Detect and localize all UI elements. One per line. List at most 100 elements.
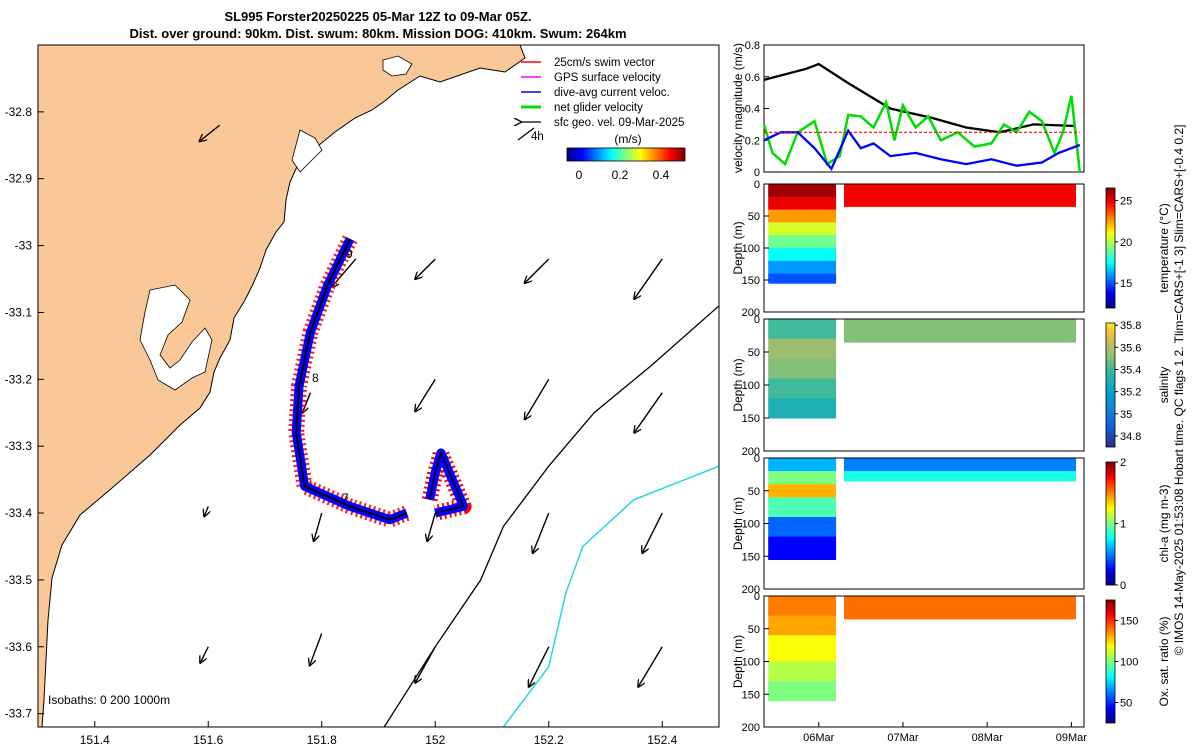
section-cell <box>776 222 786 236</box>
geo-vector-arrow <box>634 392 663 433</box>
section-cell <box>810 358 820 379</box>
section-cell <box>768 661 778 682</box>
section-cell <box>785 458 794 472</box>
velocity-series-glider-speed <box>763 62 1076 134</box>
section-cell <box>801 398 811 419</box>
section-cell <box>818 235 828 249</box>
section-cell <box>776 398 786 419</box>
section-cell <box>827 196 837 211</box>
colorbar-tick-label: 20 <box>1120 237 1132 249</box>
section-cell <box>785 615 794 636</box>
section-cell <box>793 196 803 211</box>
colorbar-tick-label: 100 <box>1120 657 1138 669</box>
velocity-y-axis: 0 0.2 0.4 0.6 0.8 <box>745 40 769 179</box>
section-cell <box>785 536 794 560</box>
section-cell <box>776 184 786 198</box>
section-cell <box>827 319 837 340</box>
section-cell <box>801 222 811 236</box>
section-y-tick-label: 200 <box>742 307 760 319</box>
section-cell <box>818 273 828 284</box>
section-cell <box>776 497 786 518</box>
velocity-series <box>762 62 1082 173</box>
section-y-tick-label: 200 <box>742 722 760 734</box>
colorbar-tick-label: 150 <box>1120 616 1138 628</box>
section-cell <box>930 184 961 207</box>
section-cell <box>901 184 932 207</box>
section-cell <box>810 635 820 662</box>
section-cell <box>810 398 820 419</box>
velocity-y-tick-label: 0.4 <box>745 104 760 116</box>
map-panel: 9 8 7 151.4 151.6 151.8 152 152.2 152.4 -32.8… <box>5 44 720 747</box>
section-cell <box>827 681 837 702</box>
section-cell <box>793 536 803 560</box>
section-cell <box>801 635 811 662</box>
section-cell <box>785 661 794 682</box>
velocity-y-tick-label: 0 <box>754 167 760 179</box>
section-cell <box>1046 471 1076 482</box>
section-cell <box>818 615 828 636</box>
section-colorbar <box>1105 599 1116 724</box>
section-cell <box>818 248 828 262</box>
map-y-tick-label: -33.1 <box>5 305 33 319</box>
section-cell <box>818 378 828 399</box>
section-cell <box>776 596 786 617</box>
section-cell <box>793 471 803 485</box>
section-cell <box>801 615 811 636</box>
section-y-tick-label: 100 <box>742 657 760 669</box>
section-cell <box>818 471 828 485</box>
section-colorbar <box>1105 187 1116 309</box>
section-clabel: salinity <box>1157 367 1171 404</box>
section-y-tick-label: 150 <box>742 551 760 563</box>
section-cell <box>827 248 837 262</box>
section-cell <box>768 471 778 485</box>
section-cell <box>827 235 837 249</box>
estuary <box>291 129 323 173</box>
geo-vector-arrow <box>638 646 663 687</box>
section-cell <box>793 596 803 617</box>
section-cell <box>785 184 794 198</box>
colorbar-tick-2: 0.4 <box>653 168 670 182</box>
section-cell <box>801 596 811 617</box>
section-y-tick-label: 0 <box>754 453 760 465</box>
map-x-tick-label: 151.4 <box>80 733 110 747</box>
section-cell <box>827 209 837 223</box>
section-y-tick-label: 0 <box>754 591 760 603</box>
geo-vector-arrow <box>525 378 550 419</box>
map-y-tick-label: -33.2 <box>5 372 33 386</box>
section-cell <box>827 378 837 399</box>
geo-vectors <box>200 124 663 687</box>
geo-vector-arrow <box>529 646 550 687</box>
section-cell <box>793 222 803 236</box>
section-cell <box>959 458 990 472</box>
section-cell <box>810 235 820 249</box>
section-x-tick-label: 07Mar <box>887 732 919 744</box>
section-cell <box>810 222 820 236</box>
section-cell <box>776 458 786 472</box>
section-cell <box>793 517 803 538</box>
section-cell <box>959 184 990 207</box>
section-cell <box>827 398 837 419</box>
colorbar-tick-label: 34.8 <box>1120 431 1141 443</box>
section-cell <box>776 319 786 340</box>
section-cell <box>827 260 837 275</box>
section-cell <box>827 596 837 617</box>
section-cell <box>785 222 794 236</box>
geo-vector-arrow <box>200 646 209 663</box>
section-cell <box>818 497 828 518</box>
section-cell <box>801 196 811 211</box>
section-cell <box>785 260 794 275</box>
section-cell <box>785 517 794 538</box>
section-y-tick-label: 100 <box>742 519 760 531</box>
section-cell <box>844 184 874 207</box>
geo-vector-arrow <box>415 646 436 683</box>
section-cell <box>818 209 828 223</box>
section-cell <box>785 319 794 340</box>
colorbar-tick-label: 25 <box>1120 195 1132 207</box>
section-cell <box>810 196 820 211</box>
legend-current-label: dive-avg current veloc. <box>554 87 670 99</box>
section-cell <box>827 184 837 198</box>
velocity-y-tick-label: 0.2 <box>745 135 760 147</box>
colorbar-tick-0: 0 <box>576 168 583 182</box>
section-cell <box>818 184 828 198</box>
colorbar-tick-label: 15 <box>1120 278 1132 290</box>
